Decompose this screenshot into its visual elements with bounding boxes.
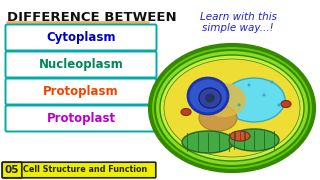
Text: Cell Structure and Function: Cell Structure and Function xyxy=(23,165,147,174)
FancyBboxPatch shape xyxy=(5,51,156,78)
Ellipse shape xyxy=(160,55,304,161)
FancyBboxPatch shape xyxy=(5,105,156,132)
Text: 05: 05 xyxy=(5,165,19,175)
Ellipse shape xyxy=(270,80,274,84)
FancyBboxPatch shape xyxy=(5,24,156,51)
Text: Protoplasm: Protoplasm xyxy=(43,85,119,98)
Ellipse shape xyxy=(262,93,266,96)
Ellipse shape xyxy=(188,78,228,114)
Ellipse shape xyxy=(277,103,281,107)
Text: DIFFERENCE BETWEEN: DIFFERENCE BETWEEN xyxy=(7,11,177,24)
Ellipse shape xyxy=(229,129,279,151)
Ellipse shape xyxy=(237,103,241,107)
Text: Nucleoplasm: Nucleoplasm xyxy=(39,58,124,71)
Ellipse shape xyxy=(230,131,250,141)
Text: Cytoplasm: Cytoplasm xyxy=(46,31,116,44)
Text: Protoplast: Protoplast xyxy=(46,112,116,125)
Ellipse shape xyxy=(182,131,234,153)
Text: Learn with this: Learn with this xyxy=(199,12,276,22)
Ellipse shape xyxy=(150,45,314,171)
Ellipse shape xyxy=(202,83,246,117)
Ellipse shape xyxy=(247,84,251,87)
FancyBboxPatch shape xyxy=(5,78,156,105)
Ellipse shape xyxy=(199,105,237,131)
Ellipse shape xyxy=(199,88,221,108)
FancyBboxPatch shape xyxy=(2,162,22,178)
Ellipse shape xyxy=(205,93,215,102)
Ellipse shape xyxy=(164,59,300,157)
FancyBboxPatch shape xyxy=(2,162,156,178)
Ellipse shape xyxy=(155,50,309,166)
Ellipse shape xyxy=(181,109,191,116)
Ellipse shape xyxy=(223,78,285,122)
Text: simple way...!: simple way...! xyxy=(202,23,274,33)
Ellipse shape xyxy=(281,100,291,107)
